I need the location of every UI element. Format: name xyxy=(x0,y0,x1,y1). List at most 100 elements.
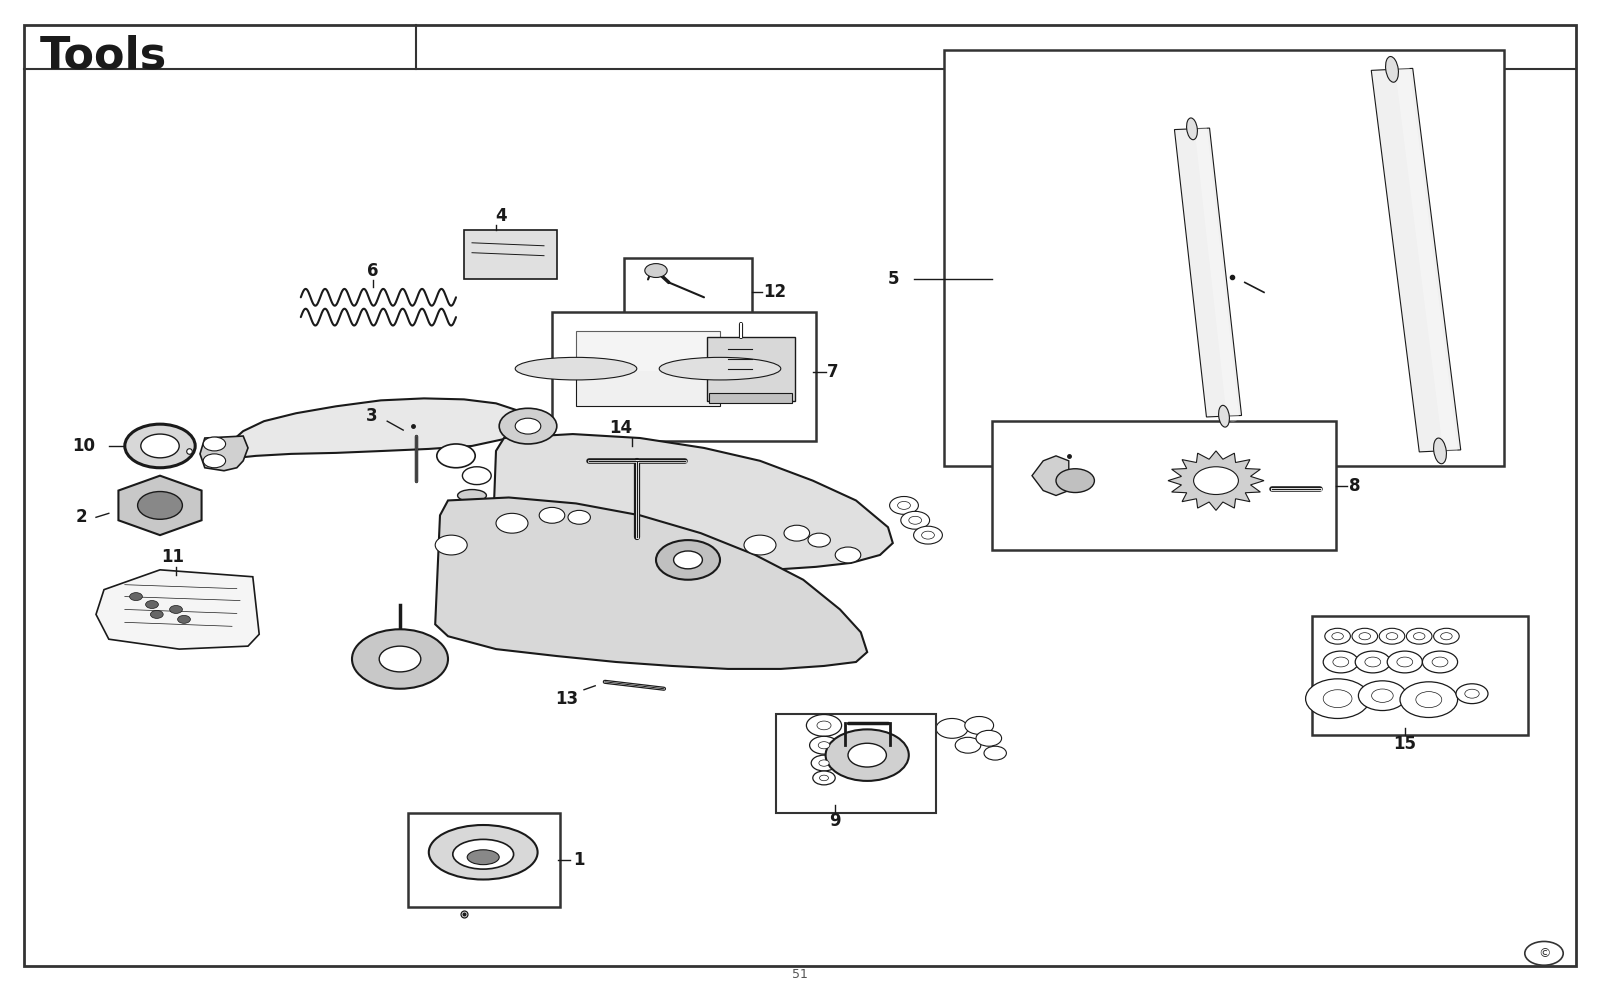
Circle shape xyxy=(1358,632,1371,640)
Bar xyxy=(776,714,936,813)
Circle shape xyxy=(1440,632,1453,640)
Circle shape xyxy=(1466,690,1480,698)
Circle shape xyxy=(1432,657,1448,667)
Circle shape xyxy=(1525,941,1563,965)
Circle shape xyxy=(1331,632,1344,640)
Circle shape xyxy=(138,492,182,519)
Circle shape xyxy=(1386,632,1398,640)
Circle shape xyxy=(656,540,720,580)
Circle shape xyxy=(203,437,226,451)
Bar xyxy=(944,50,1504,466)
Circle shape xyxy=(437,444,475,468)
Text: 13: 13 xyxy=(555,690,578,708)
Polygon shape xyxy=(1174,128,1242,417)
Polygon shape xyxy=(118,476,202,535)
Circle shape xyxy=(1413,632,1426,640)
Polygon shape xyxy=(96,570,259,649)
Circle shape xyxy=(141,434,179,458)
Circle shape xyxy=(813,771,835,785)
Ellipse shape xyxy=(659,358,781,380)
Circle shape xyxy=(914,526,942,544)
Circle shape xyxy=(806,715,842,736)
Text: 9: 9 xyxy=(829,812,842,829)
Bar xyxy=(709,393,792,403)
Circle shape xyxy=(810,736,838,754)
Circle shape xyxy=(1358,681,1406,711)
Circle shape xyxy=(1456,684,1488,704)
Circle shape xyxy=(848,743,886,767)
Circle shape xyxy=(1379,628,1405,644)
Circle shape xyxy=(955,737,981,753)
Circle shape xyxy=(379,646,421,672)
Circle shape xyxy=(1397,657,1413,667)
Text: 6: 6 xyxy=(366,262,379,279)
Circle shape xyxy=(146,601,158,608)
Text: 8: 8 xyxy=(1349,477,1360,495)
Circle shape xyxy=(1365,657,1381,667)
Circle shape xyxy=(130,593,142,601)
Circle shape xyxy=(203,454,226,468)
Text: 2: 2 xyxy=(75,508,86,526)
Circle shape xyxy=(1387,651,1422,673)
Circle shape xyxy=(818,741,830,749)
Circle shape xyxy=(515,418,541,434)
Circle shape xyxy=(826,729,909,781)
Text: 12: 12 xyxy=(763,283,786,301)
Circle shape xyxy=(496,513,528,533)
Ellipse shape xyxy=(1386,56,1398,82)
Circle shape xyxy=(909,516,922,524)
Polygon shape xyxy=(221,398,531,458)
Circle shape xyxy=(1400,682,1458,717)
Circle shape xyxy=(1306,679,1370,718)
Text: 1: 1 xyxy=(573,851,584,869)
Circle shape xyxy=(890,496,918,514)
Bar xyxy=(552,312,816,441)
Circle shape xyxy=(922,531,934,539)
Ellipse shape xyxy=(1219,405,1229,427)
Bar xyxy=(992,421,1336,550)
Circle shape xyxy=(976,730,1002,746)
Circle shape xyxy=(1371,689,1394,703)
Bar xyxy=(464,230,557,279)
Circle shape xyxy=(435,535,467,555)
Circle shape xyxy=(811,755,837,771)
Circle shape xyxy=(808,533,830,547)
Circle shape xyxy=(744,535,776,555)
Circle shape xyxy=(819,775,829,781)
Circle shape xyxy=(1323,651,1358,673)
Circle shape xyxy=(1434,628,1459,644)
Circle shape xyxy=(984,746,1006,760)
Circle shape xyxy=(539,507,565,523)
Circle shape xyxy=(1056,469,1094,493)
Ellipse shape xyxy=(1434,438,1446,464)
Text: Tools: Tools xyxy=(40,35,168,77)
Circle shape xyxy=(784,525,810,541)
Text: 4: 4 xyxy=(494,207,507,225)
Circle shape xyxy=(1333,657,1349,667)
Circle shape xyxy=(178,615,190,623)
Text: 5: 5 xyxy=(888,271,899,288)
Polygon shape xyxy=(435,497,867,669)
Circle shape xyxy=(818,721,830,729)
Ellipse shape xyxy=(467,849,499,864)
Ellipse shape xyxy=(515,358,637,380)
Circle shape xyxy=(674,551,702,569)
Circle shape xyxy=(965,716,994,734)
Circle shape xyxy=(1406,628,1432,644)
Bar xyxy=(624,258,752,332)
Ellipse shape xyxy=(1187,118,1197,140)
Polygon shape xyxy=(1032,456,1069,496)
Text: 11: 11 xyxy=(162,548,184,566)
Polygon shape xyxy=(1371,68,1461,452)
Circle shape xyxy=(568,510,590,524)
Ellipse shape xyxy=(429,825,538,880)
Bar xyxy=(408,813,560,907)
Bar xyxy=(1312,616,1528,735)
Circle shape xyxy=(170,606,182,613)
Text: 51: 51 xyxy=(792,968,808,981)
Text: 3: 3 xyxy=(365,407,378,425)
Circle shape xyxy=(819,760,829,766)
Text: 14: 14 xyxy=(610,419,632,437)
Circle shape xyxy=(1325,628,1350,644)
Ellipse shape xyxy=(453,839,514,869)
